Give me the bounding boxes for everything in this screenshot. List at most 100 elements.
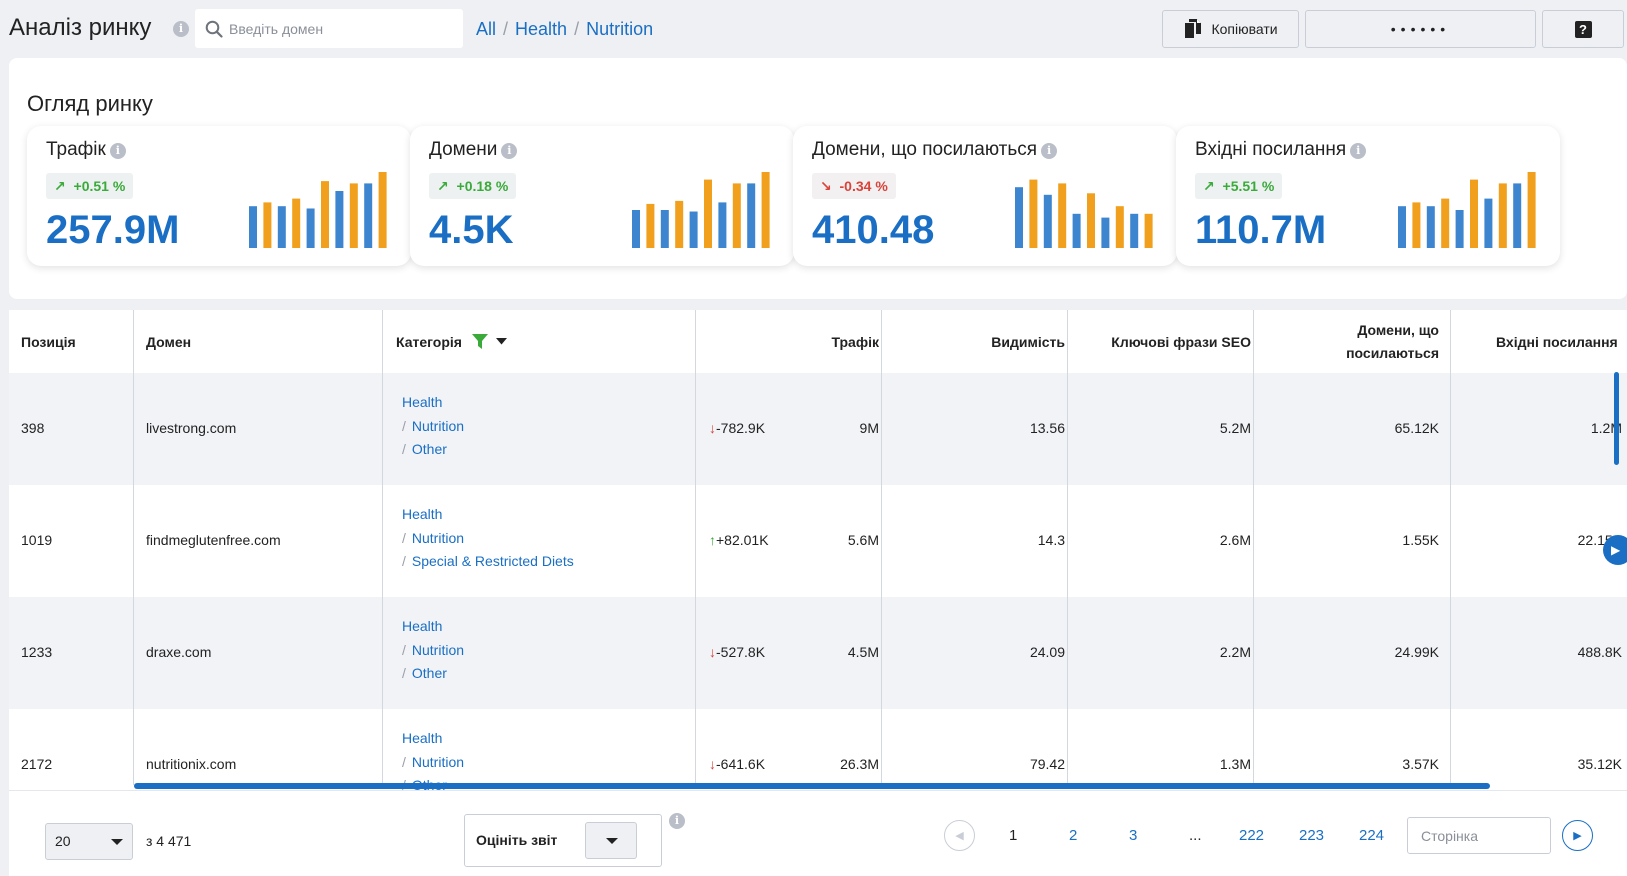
header-category[interactable]: Категорія [396, 310, 507, 373]
info-icon[interactable]: i [173, 21, 189, 37]
page-1[interactable]: 1 [1009, 827, 1018, 844]
sparkline-bar [1058, 183, 1067, 248]
masked-button[interactable]: •••••• [1305, 10, 1536, 48]
top-bar: Аналіз ринку i All / Health / Nutrition Копі… [0, 0, 1627, 58]
arrow-up-right-icon: ↗ [54, 178, 66, 194]
scroll-right-button[interactable]: ▶ [1603, 535, 1627, 565]
sparkline-bar [292, 198, 301, 248]
cell-category: Health / Nutrition / Special & Restricted Di… [402, 503, 574, 574]
header-referring-domains[interactable]: Домени, що посилаються [1346, 321, 1439, 361]
sparkline-bar [1015, 187, 1023, 248]
page-223[interactable]: 223 [1299, 827, 1325, 844]
page-3[interactable]: 3 [1129, 827, 1138, 844]
category-level-3[interactable]: Other [411, 665, 447, 681]
vertical-scrollbar[interactable] [1614, 372, 1619, 465]
info-icon[interactable]: i [1350, 143, 1367, 159]
category-level-3[interactable]: Other [411, 441, 447, 457]
header-traffic[interactable]: Трафік [831, 333, 879, 350]
play-right-icon: ▶ [1611, 543, 1621, 557]
cell-traffic: 5.6M [847, 532, 879, 548]
sparkline-bar [1441, 198, 1450, 248]
cell-backlinks: 488.8K [1577, 644, 1622, 660]
header-backlinks[interactable]: Вхідні посилання [1496, 333, 1618, 350]
info-icon[interactable]: i [669, 813, 685, 829]
header-domain[interactable]: Домен [146, 333, 192, 350]
category-level-2[interactable]: Nutrition [411, 417, 465, 434]
column-divider [382, 310, 383, 785]
table-row[interactable]: 1233 draxe.com Health / Nutrition / Other ↓-527… [9, 597, 1627, 709]
category-level-1[interactable]: Health [402, 730, 443, 746]
category-level-3[interactable]: Special & Restricted Diets [411, 553, 574, 569]
category-level-2[interactable]: Nutrition [411, 641, 465, 658]
header-visibility[interactable]: Видимість [991, 333, 1065, 350]
column-divider [695, 310, 696, 785]
domains-table: Позиція Домен Категорія Трафік Видимість… [9, 310, 1627, 876]
category-level-1[interactable]: Health [402, 618, 443, 634]
info-icon[interactable]: i [109, 143, 126, 159]
filter-icon[interactable] [471, 334, 488, 349]
page-2[interactable]: 2 [1069, 827, 1078, 844]
cell-domain[interactable]: livestrong.com [146, 420, 237, 436]
chevron-down-icon[interactable] [495, 338, 507, 345]
rate-select[interactable] [585, 822, 637, 859]
cell-domain[interactable]: draxe.com [146, 644, 212, 660]
next-page-button[interactable]: ▶ [1562, 820, 1593, 851]
column-divider [1067, 310, 1068, 785]
play-left-icon: ◀ [955, 830, 964, 842]
sparkline-bar [1484, 198, 1493, 248]
arrow-down-icon: ↓ [709, 644, 716, 660]
sparkline-bar [1412, 202, 1421, 248]
sparkline-bar [1115, 206, 1124, 248]
kpi-delta: ↘ -0.34 % [812, 173, 896, 199]
cell-visibility: 14.3 [1037, 532, 1065, 548]
cell-category: Health/Nutrition/Other [402, 391, 464, 462]
cell-domain[interactable]: nutritionix.com [146, 756, 237, 772]
info-icon[interactable]: i [501, 143, 518, 159]
cell-backlinks: 35.12K [1577, 756, 1622, 772]
category-level-2[interactable]: Nutrition [411, 529, 465, 546]
breadcrumb-all[interactable]: All [476, 19, 497, 39]
page-222[interactable]: 222 [1239, 827, 1265, 844]
prev-page-button[interactable]: ◀ [944, 820, 975, 851]
category-level-2[interactable]: Nutrition [411, 753, 465, 770]
kpi-value: 257.9M [46, 208, 180, 252]
cell-category: Health/Nutrition/Other [402, 615, 464, 686]
kpi-value: 4.5K [429, 208, 514, 252]
breadcrumb-nutrition[interactable]: Nutrition [586, 19, 654, 39]
table-header: Позиція Домен Категорія Трафік Видимість… [9, 310, 1627, 373]
page-size-select[interactable]: 20 [45, 823, 133, 860]
copy-button[interactable]: Копіювати [1162, 10, 1299, 48]
caret-down-icon [111, 839, 123, 845]
domain-search[interactable] [195, 9, 463, 48]
cell-backlinks: 1.2M [1590, 420, 1622, 436]
arrow-up-icon: ↑ [709, 532, 716, 548]
search-input[interactable] [229, 9, 457, 48]
page-title: Аналіз ринку [9, 14, 152, 41]
cell-position: 2172 [21, 756, 53, 772]
category-level-1[interactable]: Health [402, 394, 443, 410]
sparkline-bar [1130, 213, 1139, 248]
header-position[interactable]: Позиція [21, 333, 76, 350]
info-icon[interactable]: i [1041, 143, 1058, 159]
table-row[interactable]: 2172nutritionix.comHealth/Nutrition/Othe… [9, 709, 1627, 821]
market-overview: Огляд ринку Трафік i ↗ +0.51 % 257.9M Дом… [9, 58, 1627, 299]
kpi-card-domains: Домени i ↗ +0.18 % 4.5K [410, 126, 794, 266]
kpi-card-traffic: Трафік i ↗ +0.51 % 257.9M [27, 126, 411, 266]
kpi-delta: ↗ +0.51 % [46, 173, 134, 199]
page-number-input[interactable] [1407, 817, 1551, 854]
rate-report[interactable]: Оцініть звіт [464, 814, 662, 867]
sparkline-bar [1426, 206, 1435, 248]
page-224[interactable]: 224 [1359, 827, 1385, 844]
header-seo-keywords[interactable]: Ключові фрази SEO [1111, 333, 1251, 350]
help-button[interactable]: ? [1542, 10, 1624, 48]
breadcrumb-health[interactable]: Health [515, 19, 568, 39]
horizontal-scrollbar[interactable] [134, 783, 1490, 789]
cell-visibility: 13.56 [1029, 420, 1065, 436]
kpi-title: Вхідні посилання [1195, 139, 1347, 160]
breadcrumb-separator: / [503, 19, 509, 39]
table-row[interactable]: 398 livestrong.com Health / Nutrition / Other ↓… [9, 373, 1627, 485]
cell-domain[interactable]: findmeglutenfree.com [146, 532, 281, 548]
table-row[interactable]: 1019 findmeglutenfree.com Health / Nutrition… [9, 485, 1627, 597]
category-level-1[interactable]: Health [402, 506, 443, 522]
sparkline-bar [378, 172, 387, 248]
